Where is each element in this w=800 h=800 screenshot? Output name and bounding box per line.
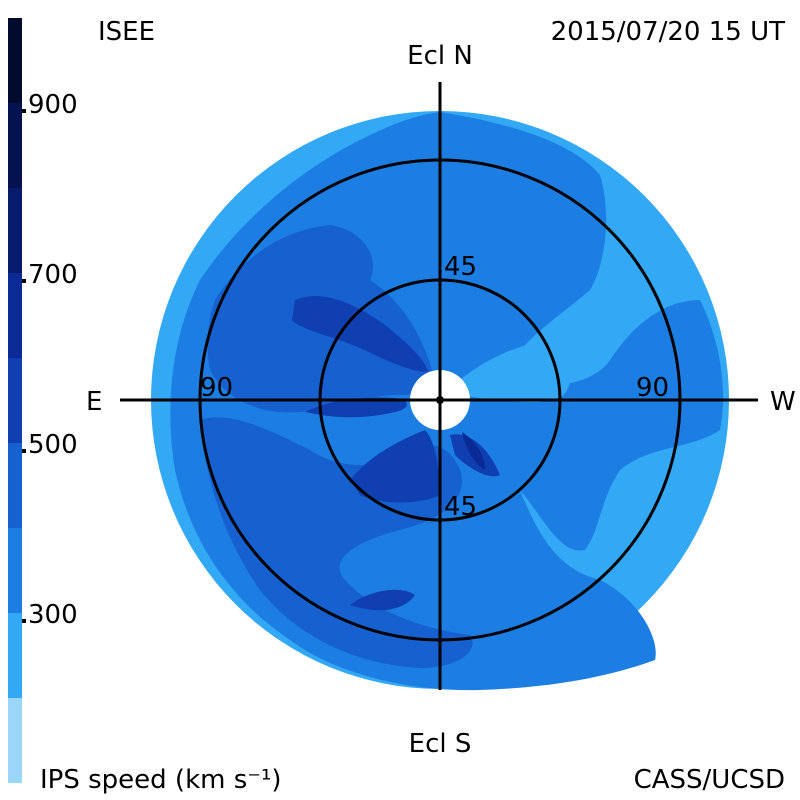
- colorbar-tick-mark: [22, 109, 26, 113]
- ring-label-90-east: 90: [200, 373, 233, 403]
- colorbar-tick-mark: [22, 619, 26, 623]
- colorbar-band-400-500: [8, 443, 22, 528]
- timestamp-label: 2015/07/20 15 UT: [551, 17, 785, 47]
- colorbar-band-100-200: [8, 698, 22, 783]
- colorbar-band-800-900: [8, 103, 22, 188]
- colorbar: 900 700 500 300: [8, 18, 78, 783]
- colorbar-tick-label: 700: [28, 260, 78, 290]
- ring-label-45-north: 45: [444, 252, 477, 282]
- colorbar-band-600-700: [8, 273, 22, 358]
- colorbar-band-200-300: [8, 613, 22, 698]
- colorbar-band-300-400: [8, 528, 22, 613]
- speed-region-500-600-w: [305, 397, 408, 418]
- speed-map-disk: [120, 82, 758, 691]
- colorbar-band-500-600: [8, 358, 22, 443]
- institution-label: ISEE: [98, 17, 155, 47]
- direction-label-east: E: [86, 387, 102, 417]
- ring-label-45-south: 45: [444, 492, 477, 522]
- speed-region-600-700-se: [462, 432, 485, 470]
- colorbar-title: IPS speed (km s⁻¹): [40, 765, 282, 795]
- colorbar-tick-label: 300: [28, 600, 78, 630]
- colorbar-tick-label: 500: [28, 430, 78, 460]
- credit-label: CASS/UCSD: [634, 765, 785, 795]
- direction-label-south: Ecl S: [409, 729, 472, 759]
- direction-label-north: Ecl N: [407, 41, 473, 71]
- speed-region-500-600-s: [350, 589, 415, 611]
- direction-label-west: W: [770, 387, 796, 417]
- colorbar-tick-label: 900: [28, 90, 78, 120]
- colorbar-tick-mark: [22, 279, 26, 283]
- colorbar-tick-mark: [22, 449, 26, 453]
- colorbar-band-900-1000: [8, 18, 22, 103]
- speed-region-500-600-sw: [350, 430, 440, 503]
- ring-label-90-west: 90: [636, 373, 669, 403]
- speed-region-200-300-center-right: [460, 340, 571, 403]
- speed-region-500-600-nw: [292, 296, 428, 372]
- colorbar-band-700-800: [8, 188, 22, 273]
